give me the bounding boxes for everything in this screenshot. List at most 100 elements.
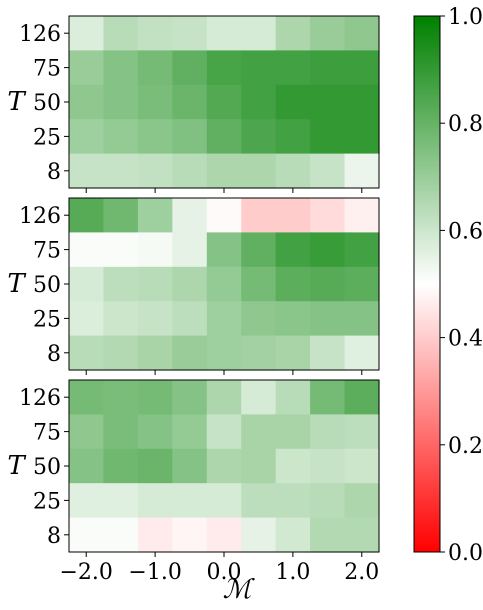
heatmap-cell bbox=[137, 50, 173, 86]
y-tick-label: 126 bbox=[19, 386, 61, 411]
heatmap-cell bbox=[275, 448, 311, 484]
heatmap-cell bbox=[241, 84, 277, 120]
x-tick-label: −1.0 bbox=[128, 560, 181, 585]
heatmap-cell bbox=[172, 414, 208, 450]
x-tick-label: 2.0 bbox=[344, 560, 379, 585]
heatmap-cell bbox=[241, 335, 277, 371]
heatmap-cell bbox=[103, 483, 139, 519]
heatmap-cell bbox=[241, 50, 277, 86]
heatmap-cell bbox=[275, 266, 311, 302]
heatmap-cell bbox=[241, 232, 277, 268]
heatmap-cell bbox=[206, 16, 242, 51]
heatmap-cell bbox=[172, 50, 208, 86]
heatmap-cell bbox=[172, 198, 208, 233]
y-axis-label: T bbox=[7, 269, 26, 299]
heatmap-cell bbox=[275, 16, 311, 51]
heatmap-cell bbox=[241, 266, 277, 302]
colorbar: 0.0 0.2 0.4 0.6 0.8 1.0 bbox=[413, 5, 483, 566]
heatmap-cell bbox=[103, 198, 139, 233]
heatmap-cell bbox=[344, 16, 380, 51]
heatmap-cell bbox=[172, 483, 208, 519]
x-tick-label: 0.0 bbox=[207, 560, 242, 585]
heatmap-cell bbox=[172, 153, 208, 189]
heatmap-cell bbox=[172, 517, 208, 553]
heatmap-cell bbox=[275, 119, 311, 155]
heatmap-cell bbox=[206, 153, 242, 189]
heatmap-cell bbox=[344, 50, 380, 86]
heatmap-cell bbox=[310, 50, 346, 86]
colorbar-tick-label: 0.8 bbox=[448, 112, 483, 137]
heatmap-cell bbox=[137, 266, 173, 302]
y-tick-label: 8 bbox=[47, 524, 61, 549]
heatmap-cell bbox=[344, 414, 380, 450]
heatmap-cell bbox=[137, 335, 173, 371]
heatmap-cell bbox=[344, 380, 380, 415]
heatmap-cell bbox=[103, 517, 139, 553]
heatmap-cell bbox=[344, 448, 380, 484]
heatmap-cell bbox=[137, 16, 173, 51]
heatmap-cell bbox=[206, 84, 242, 120]
heatmap-cell bbox=[103, 153, 139, 189]
y-tick-label: 8 bbox=[47, 160, 61, 185]
heatmap-cell bbox=[172, 301, 208, 337]
heatmap-cell bbox=[103, 266, 139, 302]
heatmap-cell bbox=[206, 414, 242, 450]
heatmap-cell bbox=[241, 153, 277, 189]
heatmap-cell bbox=[206, 517, 242, 553]
heatmap-cell bbox=[69, 448, 105, 484]
heatmap-cell bbox=[275, 153, 311, 189]
y-tick-label: 25 bbox=[33, 489, 61, 514]
heatmap-cell bbox=[69, 198, 105, 233]
heatmap-cell bbox=[69, 153, 105, 189]
heatmap-cell bbox=[103, 232, 139, 268]
heatmap-cell bbox=[172, 448, 208, 484]
heatmap-cell bbox=[310, 414, 346, 450]
colorbar-tick-label: 0.4 bbox=[448, 327, 483, 352]
heatmap-cell bbox=[206, 50, 242, 86]
heatmap-cell bbox=[310, 483, 346, 519]
heatmap-cell bbox=[344, 266, 380, 302]
heatmap-cell bbox=[241, 414, 277, 450]
heatmap-cell bbox=[172, 84, 208, 120]
heatmap-cell bbox=[69, 517, 105, 553]
heatmap-cell bbox=[137, 483, 173, 519]
x-tick-label: 1.0 bbox=[275, 560, 310, 585]
heatmap-cell bbox=[310, 266, 346, 302]
y-tick-label: 25 bbox=[33, 307, 61, 332]
heatmap-cell bbox=[69, 232, 105, 268]
heatmap-cell bbox=[275, 414, 311, 450]
y-tick-label: 50 bbox=[33, 455, 61, 480]
heatmap-cell bbox=[344, 232, 380, 268]
heatmap-cell bbox=[344, 483, 380, 519]
heatmap-cell bbox=[172, 266, 208, 302]
heatmap-cell bbox=[206, 232, 242, 268]
y-tick-label: 8 bbox=[47, 342, 61, 367]
heatmap-cell bbox=[103, 414, 139, 450]
heatmap-cell bbox=[206, 119, 242, 155]
heatmap-cell bbox=[69, 84, 105, 120]
heatmap-cell bbox=[241, 16, 277, 51]
x-axis-label: ℳ bbox=[223, 574, 256, 605]
heatmap-cell bbox=[275, 232, 311, 268]
heatmap-cell bbox=[310, 84, 346, 120]
heatmap-cell bbox=[137, 119, 173, 155]
colorbar-tick-label: 0.6 bbox=[448, 219, 483, 244]
heatmap-cell bbox=[172, 335, 208, 371]
heatmap-cell bbox=[275, 84, 311, 120]
heatmap-cell bbox=[275, 380, 311, 415]
heatmap-cell bbox=[344, 301, 380, 337]
heatmap-cell bbox=[69, 119, 105, 155]
heatmap-cell bbox=[310, 448, 346, 484]
heatmap-cell bbox=[137, 198, 173, 233]
heatmap-cell bbox=[310, 301, 346, 337]
heatmap-cell bbox=[206, 335, 242, 371]
heatmap-cell bbox=[344, 119, 380, 155]
y-tick-label: 50 bbox=[33, 91, 61, 116]
y-axis-label: T bbox=[7, 87, 26, 117]
heatmap-cell bbox=[275, 335, 311, 371]
heatmap-panel-2: 126 75 50 25 8 T bbox=[7, 197, 380, 375]
y-tick-label: 126 bbox=[19, 204, 61, 229]
heatmap-cell bbox=[310, 232, 346, 268]
heatmap-cell bbox=[103, 380, 139, 415]
